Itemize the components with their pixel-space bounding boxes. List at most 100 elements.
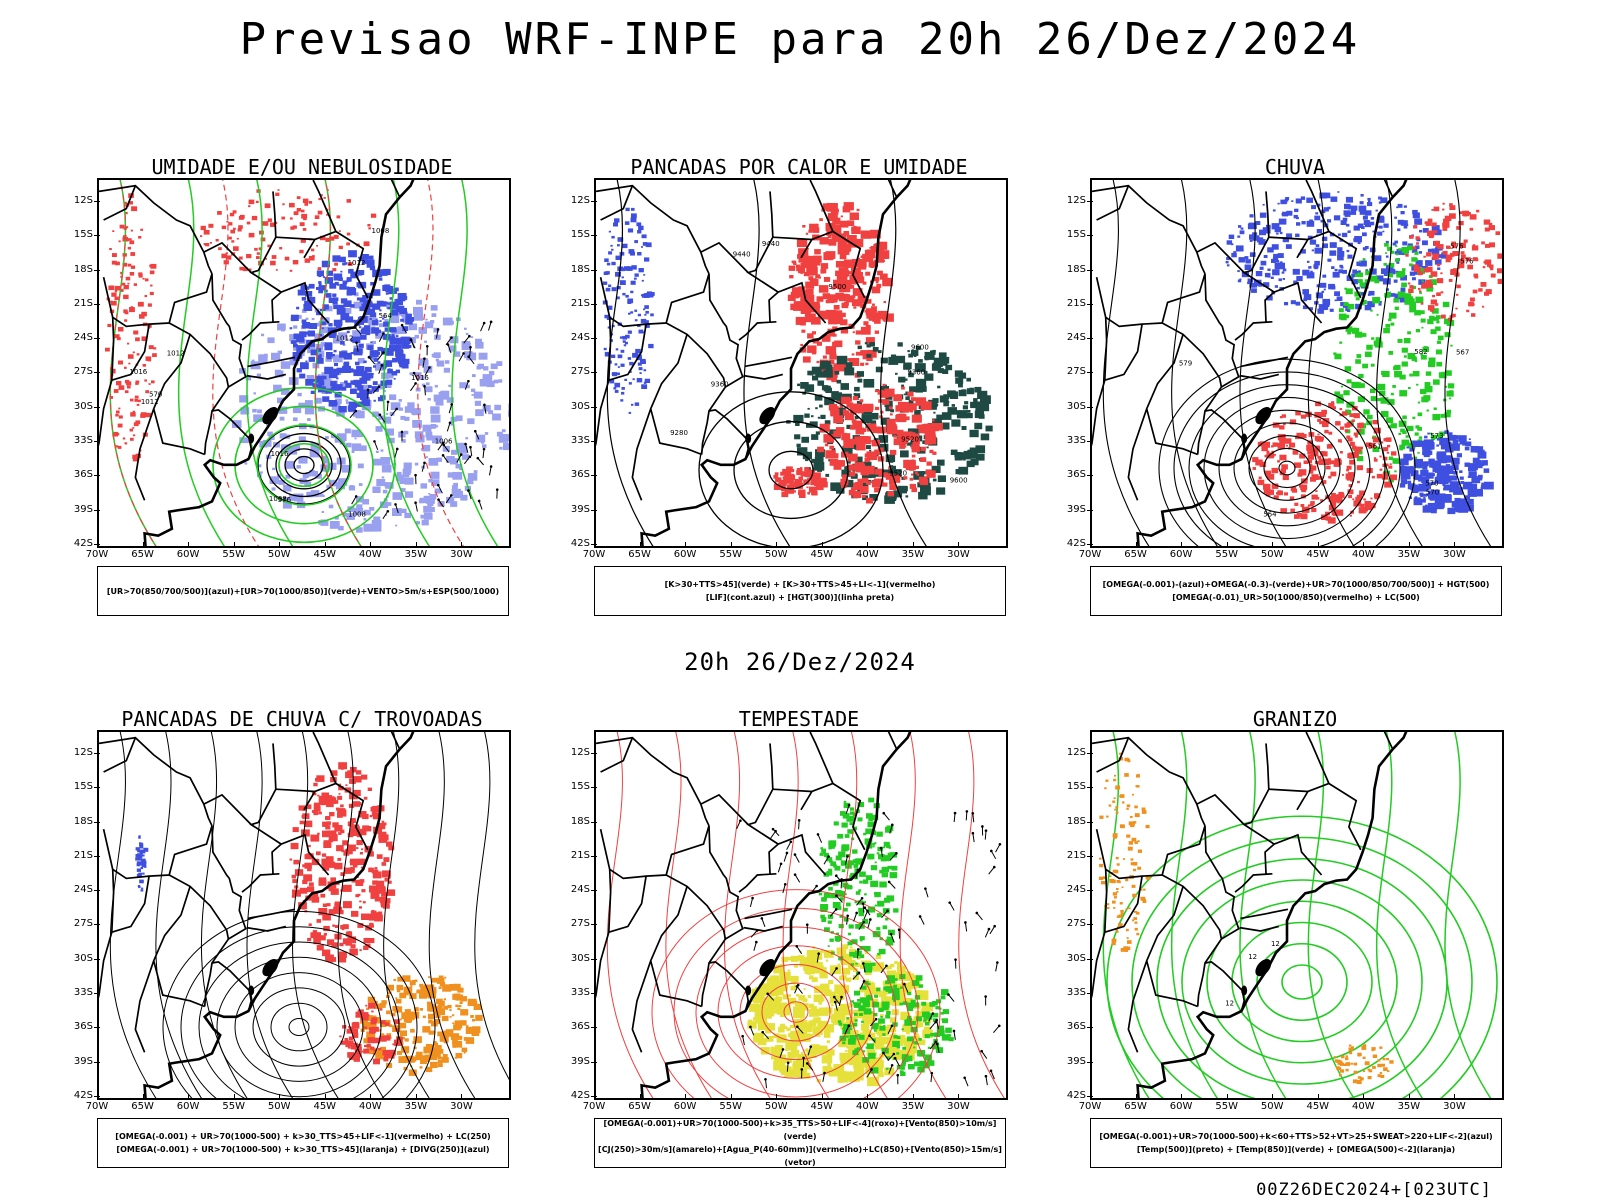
border-line [1104,875,1143,934]
lat-label: 33S [73,435,93,447]
lat-label: 15S [570,229,590,241]
border-line [1383,732,1394,750]
contour-label: 1016 [129,368,147,376]
border-line [102,273,213,328]
lat-tick [591,1027,597,1029]
lon-tick [730,542,732,548]
legend-line: [K>30+TTS>45](verde) + [K>30+TTS>45+LI<-… [664,580,936,589]
contour-label: 1012 [141,398,159,406]
lat-label: 42S [73,1090,93,1101]
lon-tick [867,1094,869,1100]
border-line [247,356,296,368]
lat-tick [591,509,597,511]
lagoon [759,407,776,425]
lon-label: 70W [582,1101,606,1112]
lon-tick [1135,1094,1137,1100]
lat-tick [591,303,597,305]
contour-label: 9280 [670,429,688,437]
lon-label: 50W [764,549,788,560]
border-line [631,334,688,501]
lat-label: 39S [570,1055,590,1067]
lat-tick [1087,303,1093,305]
contour-label: 576 [1460,257,1474,265]
lon-label: 40W [1352,549,1375,560]
contour-label: 570 [149,390,162,398]
border-line [168,874,230,940]
lon-label: 60W [176,549,200,560]
border-line [390,180,401,198]
border-line [99,869,115,999]
lat-label: 21S [73,849,93,861]
border-line [1383,180,1394,198]
lat-tick [1087,855,1093,857]
lat-tick [94,821,100,823]
hgt300-contours [698,391,884,546]
legend-umidade: [UR>70(850/700/500)](azul)+[UR>70(1000/8… [97,566,509,616]
contour-label: 9440 [733,251,751,259]
border-line [1196,273,1240,455]
lon-tick [1272,1094,1274,1100]
lon-label: 55W [719,1101,742,1112]
lon-tick [821,542,823,548]
lat-tick [1087,509,1093,511]
panel-title-chuva: CHUVA [1264,155,1326,179]
lat-label: 12S [1066,194,1086,206]
lon-label: 65W [131,549,154,560]
lat-tick [591,855,597,857]
lat-tick [94,924,100,926]
lon-label: 60W [1169,1101,1193,1112]
lon-tick [1226,542,1228,548]
lat-label: 36S [73,469,93,481]
lat-label: 39S [73,1055,93,1067]
border-line [809,180,834,232]
contour-label: 9440 [762,240,780,248]
green-contours [212,386,396,544]
lon-tick [324,542,326,548]
border-line [1196,793,1245,826]
lon-label: 35W [901,1101,925,1112]
lat-tick [94,372,100,374]
lat-tick [591,406,597,408]
border-line [631,886,688,1053]
lat-label: 21S [73,297,93,309]
divg-blue [135,835,149,892]
lon-label: 30W [450,1101,473,1112]
lon-label: 65W [131,1101,154,1112]
lat-label: 33S [570,987,590,999]
lon-tick [1090,542,1091,548]
lon-label: 40W [1352,1101,1375,1112]
lat-label: 18S [570,263,590,275]
lat-tick [94,338,100,340]
border-line [111,875,150,934]
lagoon-mirim [248,433,255,444]
lon-tick [1454,1094,1456,1100]
border-line [1240,356,1289,368]
border-line [700,825,744,1007]
lat-label: 12S [73,746,93,758]
border-line [596,317,612,447]
border-line [134,334,191,501]
border-line [249,236,315,293]
contour-label: 1016 [271,450,289,458]
lon-tick [1317,542,1319,548]
lon-tick [142,542,144,548]
panel-title-umidade: UMIDADE E/OU NEBULOSIDADE [151,155,453,179]
border-line [1095,825,1206,880]
lon-tick [1181,542,1183,548]
legend-line: [OMEGA(-0.001)+UR>70(1000-500)+k>35_TTS>… [603,1119,997,1141]
lon-label: 60W [673,549,697,560]
lat-tick [1087,269,1093,271]
border-line [700,241,749,274]
lat-label: 36S [1066,469,1086,481]
lagoon [1255,407,1272,425]
lat-label: 30S [73,400,93,412]
border-line [608,875,647,934]
lat-tick [1087,235,1093,237]
storm-red [289,762,396,963]
lat-label: 33S [1066,987,1086,999]
lon-label: 30W [1443,549,1466,560]
legend-line: [CJ(250)>30m/s](amarelo)+[Agua_P(40-60mm… [598,1145,1002,1167]
border-line [1092,184,1206,275]
contour-label: 573 [1430,432,1443,440]
lon-tick [370,542,372,548]
